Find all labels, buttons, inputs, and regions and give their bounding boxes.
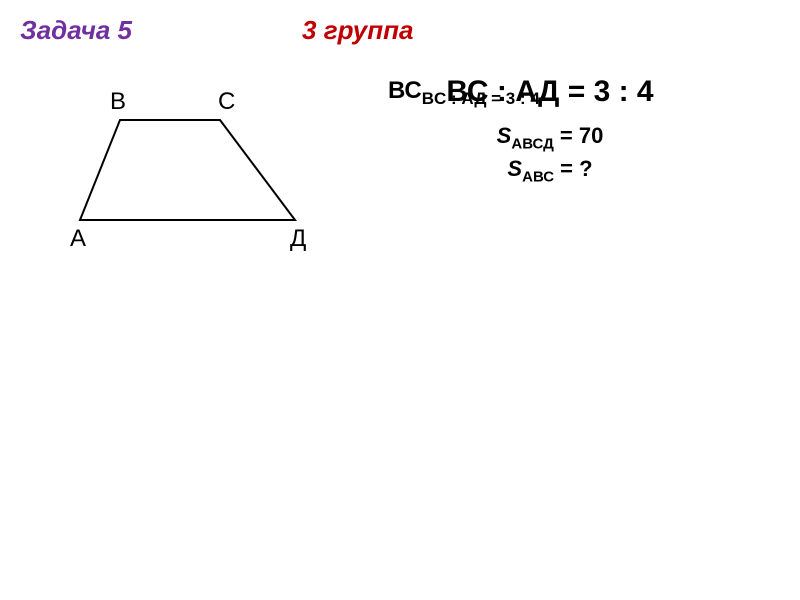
vertex-D-label: Д: [290, 225, 306, 253]
math-formulas: ВСBC : АД = 3 : 4 ВС : АД = 3 : 4 SАВСД …: [360, 75, 740, 190]
vertex-C-label: С: [218, 88, 235, 116]
group-label: 3 группа: [302, 15, 413, 46]
trapezoid-shape: [80, 120, 295, 220]
ratio-foreground-text: ВС : АД = 3 : 4: [446, 75, 653, 108]
task-label: Задача 5: [20, 15, 132, 46]
geometry-diagram: А В С Д: [40, 70, 320, 250]
ratio-formula: ВСBC : АД = 3 : 4 ВС : АД = 3 : 4: [360, 75, 740, 115]
vertex-B-label: В: [110, 88, 126, 116]
vertex-A-label: А: [70, 225, 86, 253]
area-total-formula: SАВСД = 70: [360, 123, 740, 152]
area-question-formula: SАВС = ?: [360, 156, 740, 185]
trapezoid-svg: [40, 70, 320, 250]
